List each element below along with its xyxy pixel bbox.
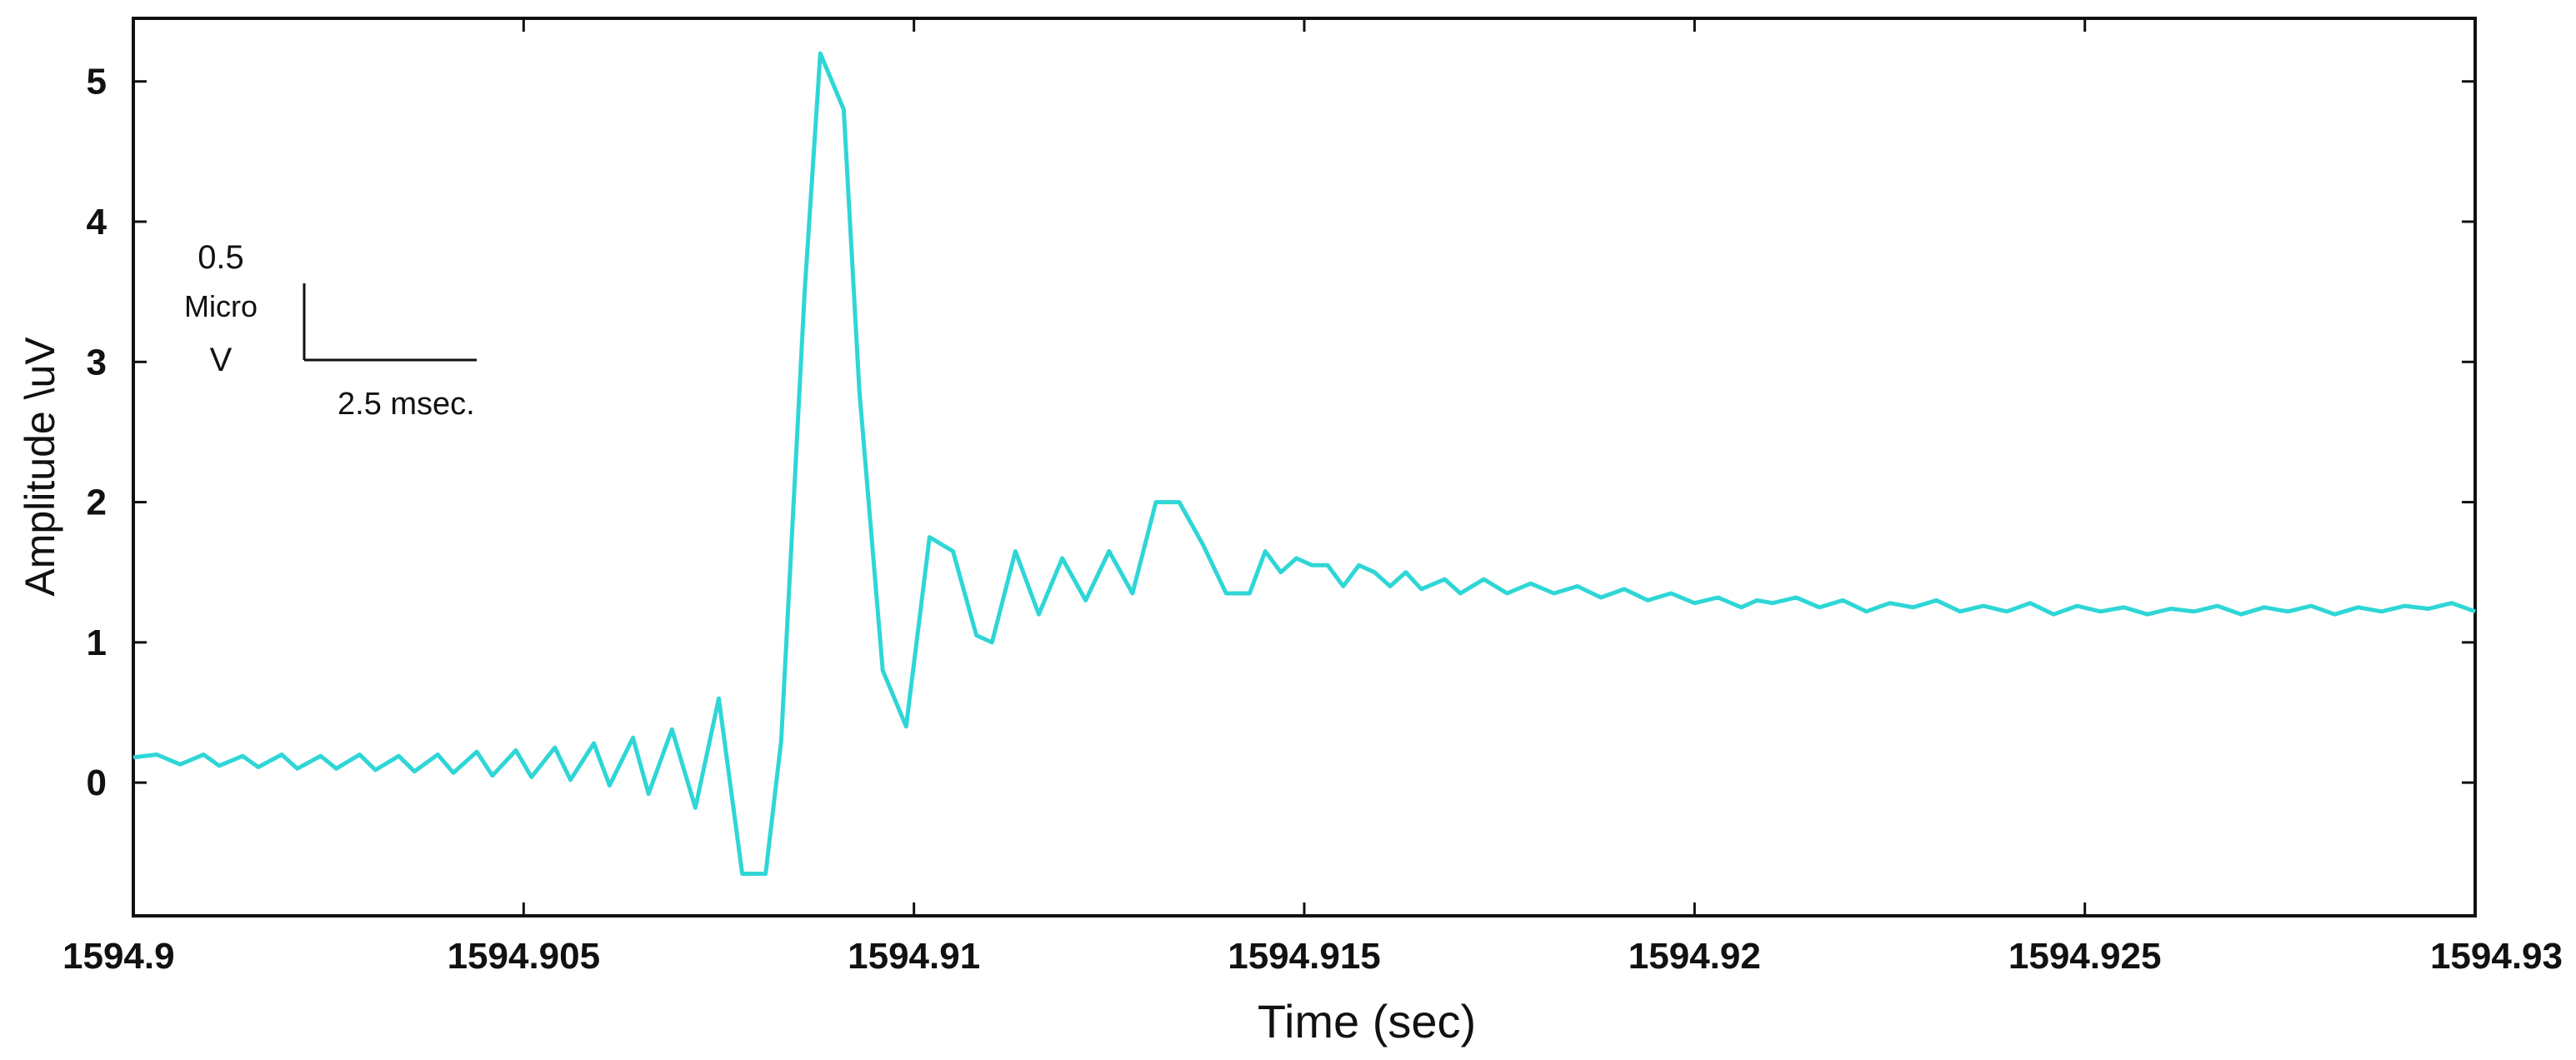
y-axis-title: Amplitude \uV	[17, 337, 63, 597]
signal-line	[133, 51, 2476, 876]
y-tick-label: 4	[87, 202, 108, 242]
x-axis-title: Time (sec)	[1258, 995, 1476, 1048]
scale-amplitude-unit-v: V	[210, 342, 233, 378]
x-tick-label: 1594.91	[848, 936, 980, 977]
x-tick-labels: 1594.9 1594.905 1594.91 1594.915 1594.92 1594…	[63, 936, 2563, 977]
scale-amplitude-unit-micro: Micro	[184, 289, 258, 323]
x-tick-label: 1594.93	[2430, 936, 2563, 977]
scale-amplitude-value: 0.5	[198, 239, 244, 276]
y-tick-label: 3	[87, 342, 107, 382]
y-tick-label: 0	[87, 762, 107, 803]
scale-bar: 0.5 Micro V 2.5 msec.	[184, 239, 477, 422]
x-tick-label: 1594.9	[63, 936, 175, 977]
x-tick-label: 1594.92	[1628, 936, 1761, 977]
y-tick-label: 2	[87, 482, 107, 523]
y-tick-labels: 0 1 2 3 4 5	[87, 62, 108, 803]
y-tick-label: 1	[87, 622, 107, 663]
x-tick-label: 1594.915	[1228, 936, 1381, 977]
ticks-layer	[132, 18, 2477, 916]
x-tick-label: 1594.905	[448, 936, 601, 977]
scale-time-label: 2.5 msec.	[338, 387, 475, 422]
y-tick-label: 5	[87, 62, 107, 102]
x-tick-label: 1594.925	[2008, 936, 2162, 977]
